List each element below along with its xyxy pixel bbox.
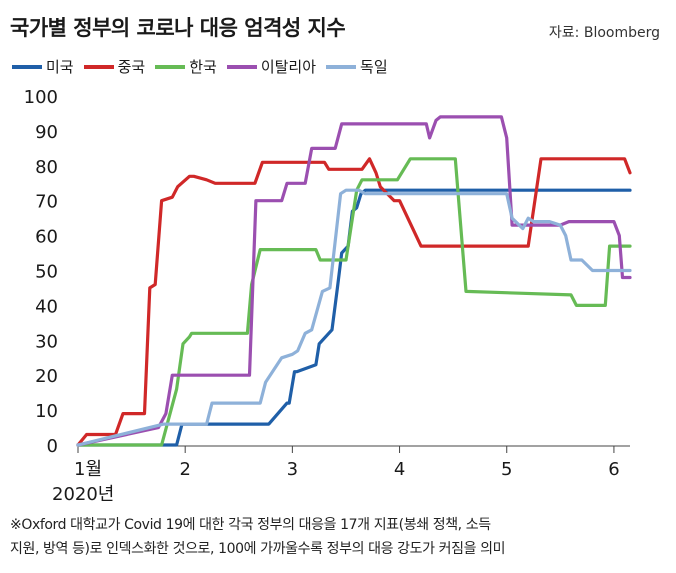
legend-label-italy: 이탈리아 [260, 58, 317, 76]
footnote-line-1: ※Oxford 대학교가 Covid 19에 대한 각국 정부의 대응을 17개… [10, 517, 491, 533]
chart-legend: 미국 중국 한국 이탈리아 독일 [12, 56, 398, 77]
legend-swatch-korea [155, 64, 186, 69]
footnote-line-2: 지원, 방역 등)로 인덱스화한 것으로, 100에 가까울수록 정부의 대응 … [10, 541, 506, 557]
footnote: ※Oxford 대학교가 Covid 19에 대한 각국 정부의 대응을 17개… [10, 513, 670, 561]
series-line-germany [76, 188, 632, 447]
legend-item-china: 중국 [83, 56, 146, 77]
y-tick-label-10: 10 [35, 401, 58, 422]
legend-item-germany: 독일 [326, 56, 388, 77]
legend-label-korea: 한국 [189, 58, 217, 76]
series-lines [76, 115, 632, 447]
x-axis-year-label: 2020년 [52, 484, 114, 505]
x-tick-label-0: 1월 [74, 459, 102, 480]
legend-swatch-us [12, 64, 42, 69]
chart-title: 국가별 정부의 코로나 대응 엄격성 지수 [10, 16, 346, 40]
legend-label-china: 중국 [117, 58, 146, 76]
series-line-china [76, 157, 632, 447]
legend-item-korea: 한국 [155, 56, 217, 77]
x-tick-label-3: 4 [394, 459, 405, 480]
legend-label-germany: 독일 [360, 58, 388, 76]
legend-item-us: 미국 [12, 56, 74, 77]
y-tick-label-20: 20 [35, 366, 58, 387]
chart-source: 자료: Bloomberg [548, 25, 660, 41]
y-tick-label-50: 50 [35, 262, 58, 283]
y-tick-label-90: 90 [35, 122, 58, 143]
legend-item-italy: 이탈리아 [226, 56, 317, 77]
x-tick-label-1: 2 [179, 459, 190, 480]
y-tick-label-70: 70 [35, 192, 58, 213]
x-tick-label-5: 6 [608, 459, 619, 480]
y-tick-label-100: 100 [24, 87, 58, 108]
x-axis: 1월 2 3 4 5 6 2020년 [52, 445, 630, 505]
y-tick-label-0: 0 [47, 436, 58, 457]
x-tick-label-4: 5 [501, 459, 512, 480]
y-tick-label-30: 30 [35, 331, 58, 352]
y-tick-label-40: 40 [35, 296, 58, 317]
legend-label-us: 미국 [46, 58, 74, 76]
y-tick-label-60: 60 [35, 227, 58, 248]
legend-swatch-germany [326, 64, 357, 69]
x-tick-label-2: 3 [287, 459, 298, 480]
legend-swatch-italy [226, 64, 257, 69]
y-tick-label-80: 80 [35, 157, 58, 178]
series-line-italy [76, 115, 632, 447]
line-chart: 0 10 20 30 40 50 60 70 80 90 100 1월 2 3 4 5 6 2020년 [24, 87, 632, 505]
legend-swatch-china [83, 64, 114, 69]
y-axis: 0 10 20 30 40 50 60 70 80 90 100 [24, 87, 58, 457]
